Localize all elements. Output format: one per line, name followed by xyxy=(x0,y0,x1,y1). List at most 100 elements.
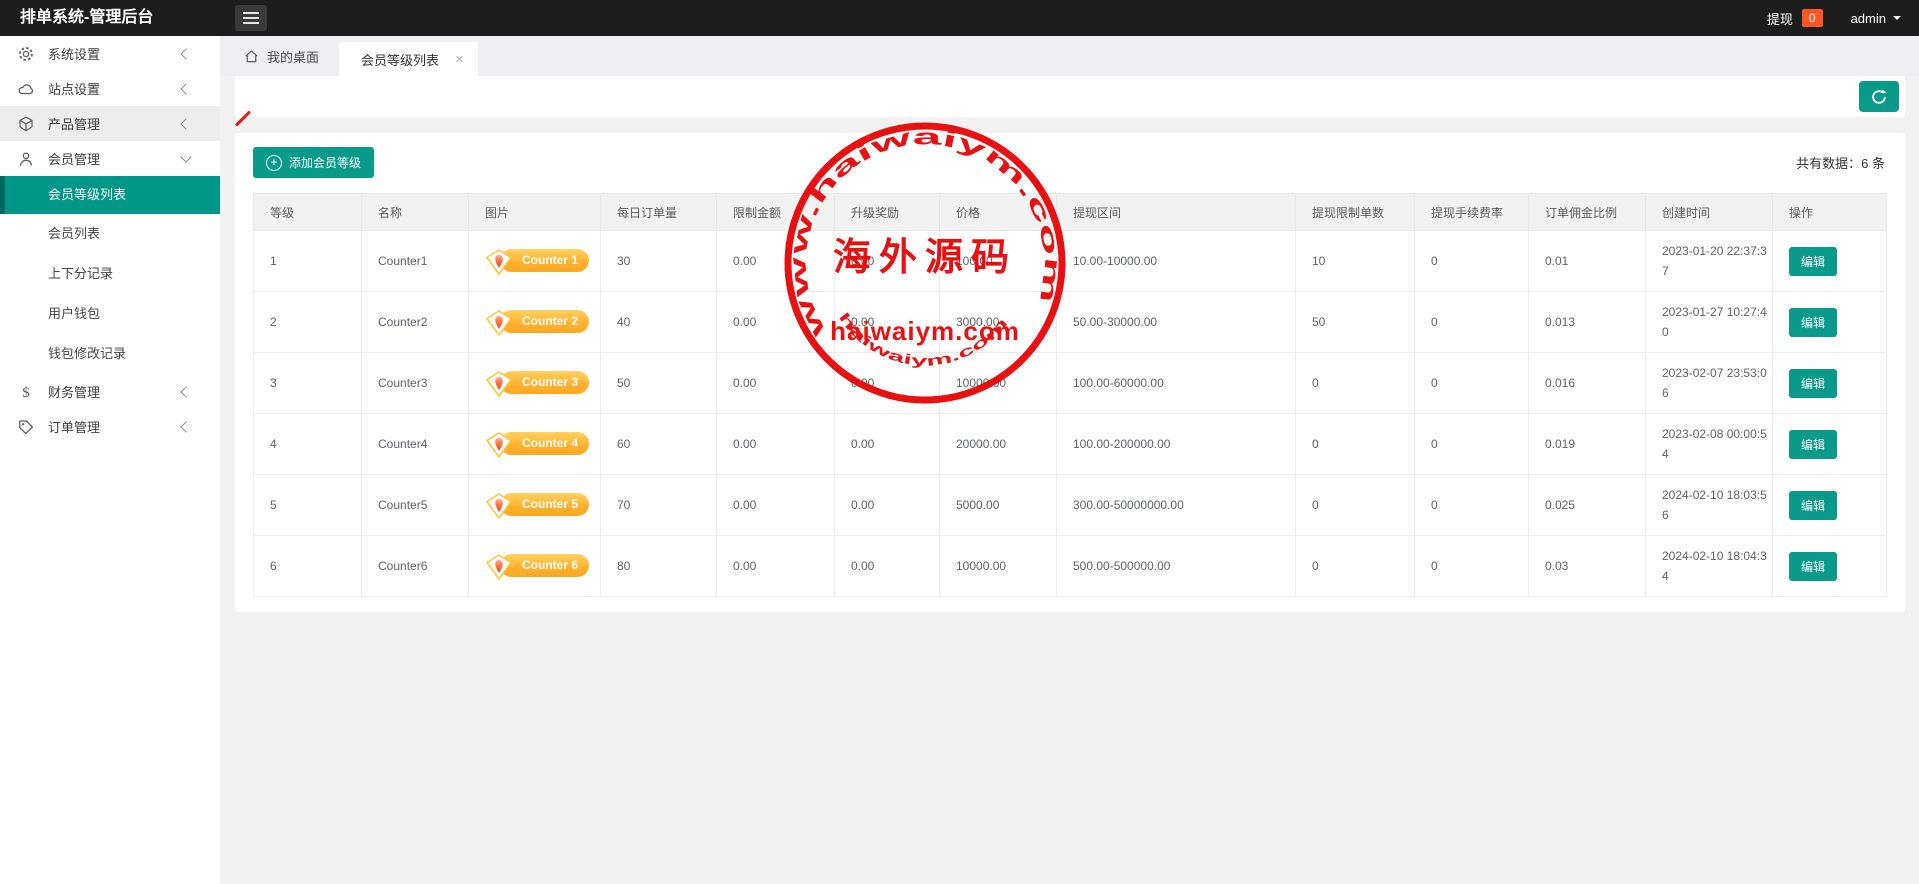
card-header: + 添加会员等级 共有数据：6 条 xyxy=(235,133,1905,178)
cell-price: 10000.00 xyxy=(939,352,1057,414)
cell-level: 3 xyxy=(253,352,362,414)
cell-withdraw-limit: 0 xyxy=(1295,413,1415,475)
cell-withdraw-limit: 0 xyxy=(1295,352,1415,414)
chevron-down-icon xyxy=(180,151,192,163)
sidebar-item-system-settings[interactable]: 系统设置 xyxy=(0,36,220,71)
sidebar-item-updown-records[interactable]: 上下分记录 xyxy=(48,266,114,281)
username: admin xyxy=(1850,10,1886,26)
cell-commission-ratio: 0.025 xyxy=(1528,474,1646,536)
cell-price: 20000.00 xyxy=(939,413,1057,475)
cell-name: Counter5 xyxy=(361,474,469,536)
sidebar-item-wallet-change-records[interactable]: 钱包修改记录 xyxy=(48,346,127,361)
cell-actions: 编辑 xyxy=(1772,413,1887,475)
close-icon[interactable]: × xyxy=(455,50,464,68)
level-badge-image: Counter 4 xyxy=(485,431,590,458)
cell-name: Counter2 xyxy=(361,291,469,353)
diamond-icon xyxy=(485,370,513,397)
edit-button[interactable]: 编辑 xyxy=(1789,307,1838,337)
level-badge-label: Counter 4 xyxy=(500,431,590,455)
refresh-button[interactable] xyxy=(1859,81,1899,112)
col-header-8: 提现限制单数 xyxy=(1295,193,1415,231)
col-header-12: 操作 xyxy=(1772,193,1887,231)
chevron-left-icon xyxy=(180,117,192,130)
edit-button[interactable]: 编辑 xyxy=(1789,490,1838,520)
sidebar-item-member-management[interactable]: 会员管理 xyxy=(0,141,220,176)
sidebar-item-finance-management[interactable]: $ 财务管理 xyxy=(0,374,220,409)
user-icon xyxy=(18,151,34,167)
user-dropdown[interactable]: admin xyxy=(1851,11,1901,26)
col-header-1: 名称 xyxy=(361,193,469,231)
refresh-icon xyxy=(1872,88,1887,104)
edit-button[interactable]: 编辑 xyxy=(1789,551,1838,581)
chevron-down-icon xyxy=(1893,16,1901,24)
chevron-left-icon xyxy=(180,385,192,398)
cell-withdraw-range: 50.00-30000.00 xyxy=(1056,291,1296,353)
add-member-level-button[interactable]: + 添加会员等级 xyxy=(253,147,375,178)
cell-level: 6 xyxy=(253,535,362,597)
cell-daily-orders: 60 xyxy=(600,413,717,475)
topbar-right: 提现 0 admin xyxy=(1767,0,1901,36)
level-badge-image: Counter 5 xyxy=(485,492,590,519)
edit-button[interactable]: 编辑 xyxy=(1789,429,1838,459)
cell-level: 4 xyxy=(253,413,362,475)
cell-actions: 编辑 xyxy=(1772,230,1887,292)
tab-home[interactable]: 我的桌面 xyxy=(220,36,339,76)
cell-price: 100.00 xyxy=(939,230,1057,292)
cell-image: Counter 1 xyxy=(468,230,601,292)
table-header-row: 等级 名称 图片 每日订单量 限制金额 升级奖励 价格 提现区间 提现限制单数 提现手续费率 订单佣… xyxy=(253,193,1887,231)
sidebar-item-site-settings[interactable]: 站点设置 xyxy=(0,71,220,106)
cell-withdraw-range: 300.00-50000000.00 xyxy=(1056,474,1296,536)
tab-active-label: 会员等级列表 xyxy=(361,52,440,68)
table-row: 2 Counter2 Counter 2 40 0.00 0.00 3000.00 50.00… xyxy=(253,291,1887,353)
col-header-6: 价格 xyxy=(939,193,1057,231)
cell-withdraw-fee-rate: 0 xyxy=(1414,413,1529,475)
sidebar-item-label: 财务管理 xyxy=(48,385,101,400)
hamburger-menu-icon[interactable] xyxy=(235,5,267,31)
cell-level: 1 xyxy=(253,230,362,292)
chevron-left-icon xyxy=(180,82,192,95)
toolbar-band xyxy=(235,76,1905,117)
cell-daily-orders: 80 xyxy=(600,535,717,597)
cell-withdraw-fee-rate: 0 xyxy=(1414,230,1529,292)
sidebar: 系统设置 站点设置 产品管理 会员管理 会员等级列表会员列表上下分记录用户钱包钱包修改记… xyxy=(0,36,220,884)
sidebar-item-member-list[interactable]: 会员列表 xyxy=(48,226,101,241)
cell-commission-ratio: 0.03 xyxy=(1528,535,1646,597)
cell-upgrade-reward: 0.00 xyxy=(834,291,940,353)
svg-text:$: $ xyxy=(22,385,30,400)
cube-icon xyxy=(18,116,34,132)
cell-commission-ratio: 0.01 xyxy=(1528,230,1646,292)
level-badge-label: Counter 3 xyxy=(500,370,590,394)
sidebar-item-product-management[interactable]: 产品管理 xyxy=(0,106,220,141)
cell-commission-ratio: 0.013 xyxy=(1528,291,1646,353)
cell-image: Counter 5 xyxy=(468,474,601,536)
sidebar-item-user-wallet[interactable]: 用户钱包 xyxy=(48,306,101,321)
tab-member-level-list[interactable]: 会员等级列表 × xyxy=(339,42,478,76)
col-header-4: 限制金额 xyxy=(716,193,835,231)
edit-button[interactable]: 编辑 xyxy=(1789,368,1838,398)
level-badge-image: Counter 6 xyxy=(485,553,590,580)
level-badge-label: Counter 1 xyxy=(500,248,590,272)
sidebar-item-member-level-list[interactable]: 会员等级列表 xyxy=(0,176,220,214)
col-header-3: 每日订单量 xyxy=(600,193,717,231)
plus-circle-icon: + xyxy=(266,154,282,171)
dollar-icon: $ xyxy=(18,384,34,400)
edit-button[interactable]: 编辑 xyxy=(1789,246,1838,276)
cell-name: Counter3 xyxy=(361,352,469,414)
sidebar-item-order-management[interactable]: 订单管理 xyxy=(0,409,220,444)
cell-daily-orders: 30 xyxy=(600,230,717,292)
cell-created-at: 2023-01-27 10:27:40 xyxy=(1645,291,1773,353)
cell-price: 5000.00 xyxy=(939,474,1057,536)
cell-withdraw-fee-rate: 0 xyxy=(1414,474,1529,536)
cell-commission-ratio: 0.019 xyxy=(1528,413,1646,475)
cell-upgrade-reward: 0.00 xyxy=(834,230,940,292)
level-badge-image: Counter 2 xyxy=(485,309,590,336)
cell-image: Counter 6 xyxy=(468,535,601,597)
withdraw-menu[interactable]: 提现 0 xyxy=(1767,9,1823,28)
level-badge-image: Counter 3 xyxy=(485,370,590,397)
cell-limit-amount: 0.00 xyxy=(716,474,835,536)
cell-commission-ratio: 0.016 xyxy=(1528,352,1646,414)
cell-withdraw-limit: 50 xyxy=(1295,291,1415,353)
cell-created-at: 2024-02-10 18:04:34 xyxy=(1645,535,1773,597)
add-button-label: 添加会员等级 xyxy=(289,156,362,170)
cell-withdraw-limit: 10 xyxy=(1295,230,1415,292)
